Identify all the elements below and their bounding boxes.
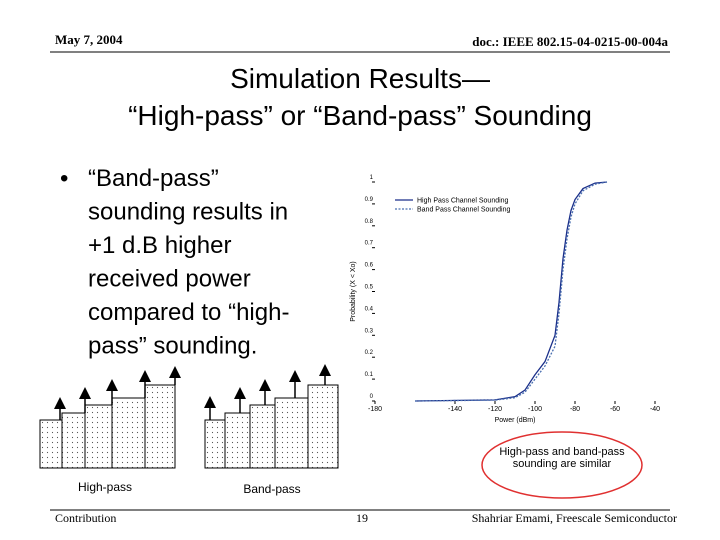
y-tick-label: 0 xyxy=(370,394,374,400)
x-tick-label: -40 xyxy=(650,406,660,413)
y-tick-label: 0.5 xyxy=(365,285,374,291)
bullet-line: received power xyxy=(88,266,251,293)
x-tick-label: -80 xyxy=(570,406,580,413)
footer-right: Shahriar Emami, Freescale Semiconductor xyxy=(472,511,677,525)
bullet-line: pass” sounding. xyxy=(88,333,257,360)
footer-left: Contribution xyxy=(55,511,116,525)
x-tick-label: -180 xyxy=(368,406,382,413)
bullet-line: compared to “high- xyxy=(88,299,289,326)
x-axis-label: Power (dBm) xyxy=(495,417,536,424)
y-tick-label: 0.7 xyxy=(365,241,374,247)
y-tick-label: 1 xyxy=(370,175,374,181)
y-tick-label: 0.2 xyxy=(365,350,374,356)
callout-ellipse xyxy=(481,431,643,499)
y-axis-label: Probability (X < Xo) xyxy=(350,261,357,322)
bullet-line: +1 d.B higher xyxy=(88,232,231,259)
callout-text: High-pass and band-pass sounding are simi… xyxy=(499,446,625,470)
y-tick-label: 0.4 xyxy=(365,306,374,312)
series-line xyxy=(414,181,608,402)
chart: 0 0.1 0.2 0.3 0.4 0.5 0.6 0.7 0.8 0.9 1 -180 -140 -12… xyxy=(350,175,660,424)
plot-area xyxy=(375,182,655,401)
x-tick-label: -140 xyxy=(448,406,462,413)
y-tick-label: 0.6 xyxy=(365,263,374,269)
x-tick-label: -120 xyxy=(488,406,502,413)
y-tick-label: 0.9 xyxy=(365,197,374,203)
bullet-line: sounding results in xyxy=(88,199,288,226)
y-tick-label: 0.3 xyxy=(365,328,374,334)
diagram-label: Band-pass xyxy=(243,482,300,496)
series-line xyxy=(414,181,608,402)
legend-label: Band Pass Channel Sounding xyxy=(417,207,511,214)
date: May 7, 2004 xyxy=(55,32,123,47)
bullet-mark: • xyxy=(60,165,68,192)
band-pass-diagram xyxy=(204,364,339,469)
callout-text: High-pass and band-pass sounding are simi… xyxy=(499,446,625,470)
high-pass-diagram xyxy=(39,366,181,469)
x-tick-label: -100 xyxy=(528,406,542,413)
y-tick-label: 0.8 xyxy=(365,219,374,225)
title-line: Simulation Results— xyxy=(230,63,490,94)
x-tick-label: -60 xyxy=(610,406,620,413)
legend-label: High Pass Channel Sounding xyxy=(417,198,509,205)
title-line: “High-pass” or “Band-pass” Sounding xyxy=(128,100,592,131)
bullet-line: “Band-pass” xyxy=(88,165,219,192)
diagram-label: High-pass xyxy=(78,480,132,494)
y-tick-label: 0.1 xyxy=(365,372,374,378)
page-number: 19 xyxy=(356,511,368,525)
doc-id: doc.: IEEE 802.15-04-0215-00-004a xyxy=(472,34,668,49)
bullet-text: “Band-pass” sounding results in +1 d.B hig… xyxy=(88,165,289,360)
